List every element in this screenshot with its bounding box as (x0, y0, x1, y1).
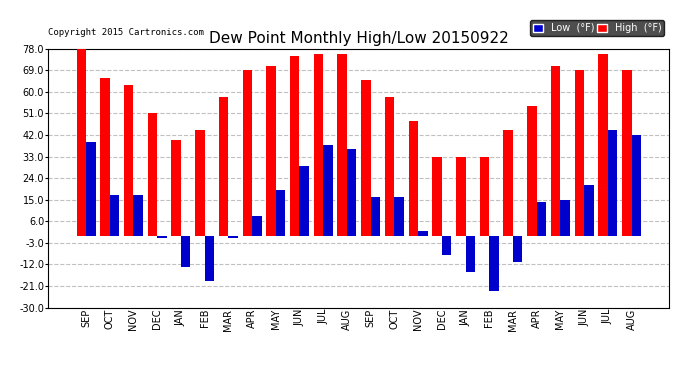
Bar (266, 66, 276, 236)
Bar (347, 149, 357, 236)
Bar (337, 54, 347, 236)
Bar (157, 236, 167, 238)
Bar (205, 236, 214, 281)
Bar (371, 197, 380, 236)
Bar (299, 166, 309, 236)
Bar (385, 97, 395, 236)
Bar (575, 70, 584, 236)
Bar (456, 157, 466, 236)
Bar (442, 236, 451, 255)
Bar (408, 121, 418, 236)
Bar (323, 145, 333, 236)
Bar (361, 80, 371, 236)
Bar (584, 185, 593, 236)
Bar (513, 236, 522, 262)
Bar (504, 130, 513, 236)
Bar (551, 66, 560, 236)
Bar (86, 142, 95, 236)
Bar (537, 202, 546, 236)
Bar (195, 130, 205, 236)
Bar (110, 195, 119, 236)
Bar (395, 197, 404, 236)
Bar (527, 106, 537, 236)
Bar (228, 236, 238, 238)
Bar (219, 97, 228, 236)
Bar (148, 113, 157, 236)
Legend: Low  (°F), High  (°F): Low (°F), High (°F) (531, 20, 664, 36)
Bar (466, 236, 475, 272)
Bar (243, 70, 252, 236)
Bar (252, 216, 262, 236)
Bar (560, 200, 570, 236)
Bar (480, 157, 489, 236)
Bar (608, 130, 618, 236)
Bar (124, 85, 133, 236)
Title: Dew Point Monthly High/Low 20150922: Dew Point Monthly High/Low 20150922 (209, 31, 509, 46)
Bar (100, 78, 110, 236)
Bar (290, 56, 299, 236)
Bar (418, 231, 428, 236)
Text: Copyright 2015 Cartronics.com: Copyright 2015 Cartronics.com (48, 28, 204, 37)
Bar (276, 190, 285, 236)
Bar (622, 70, 631, 236)
Bar (181, 236, 190, 267)
Bar (433, 157, 442, 236)
Bar (598, 54, 608, 236)
Bar (133, 195, 143, 236)
Bar (314, 54, 323, 236)
Bar (171, 140, 181, 236)
Bar (631, 135, 641, 236)
Bar (489, 236, 499, 291)
Bar (77, 49, 86, 236)
